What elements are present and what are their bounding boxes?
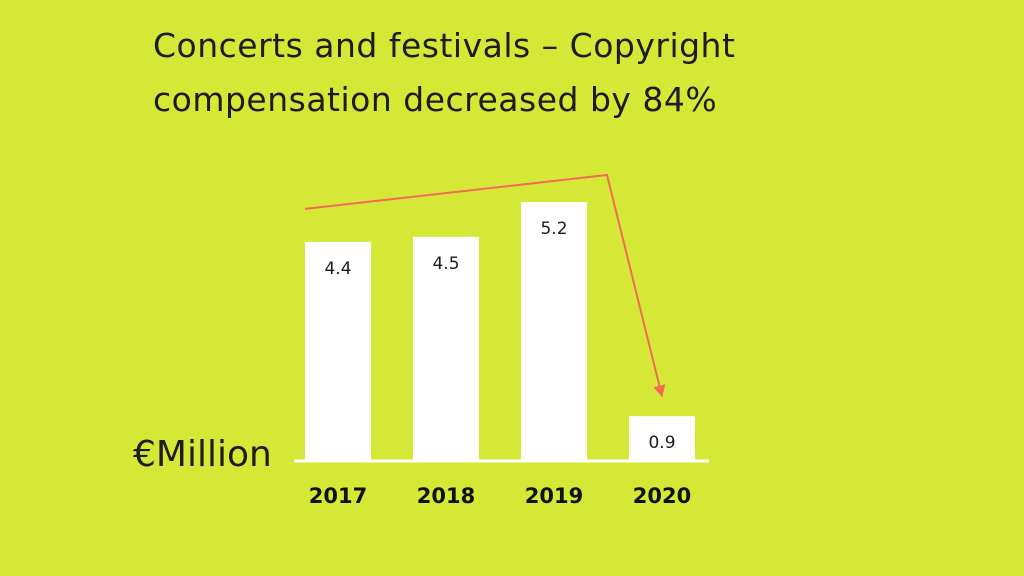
labels-layer: 4.4 2017 4.5 2018 5.2 2019 0.9 2020 [309, 219, 691, 508]
data-label-2017: 4.4 [324, 259, 351, 279]
data-label-2018: 4.5 [432, 254, 459, 274]
x-tick-label-2019: 2019 [525, 484, 583, 508]
unit-label: €Million [133, 434, 272, 475]
trend-arrow [304, 173, 666, 398]
bar-2020 [629, 416, 695, 461]
x-tick-label-2020: 2020 [633, 484, 691, 508]
chart-title-line-2: compensation decreased by 84% [153, 80, 718, 119]
data-label-2020: 0.9 [648, 433, 675, 453]
x-tick-label-2017: 2017 [309, 484, 367, 508]
data-label-2019: 5.2 [540, 219, 567, 239]
bar-2017 [305, 241, 371, 461]
bars-layer [305, 202, 695, 461]
x-tick-label-2018: 2018 [417, 484, 475, 508]
chart-title-line-1: Concerts and festivals – Copyright [153, 26, 736, 65]
bar-2018 [413, 236, 479, 461]
bar-2019 [521, 202, 587, 461]
